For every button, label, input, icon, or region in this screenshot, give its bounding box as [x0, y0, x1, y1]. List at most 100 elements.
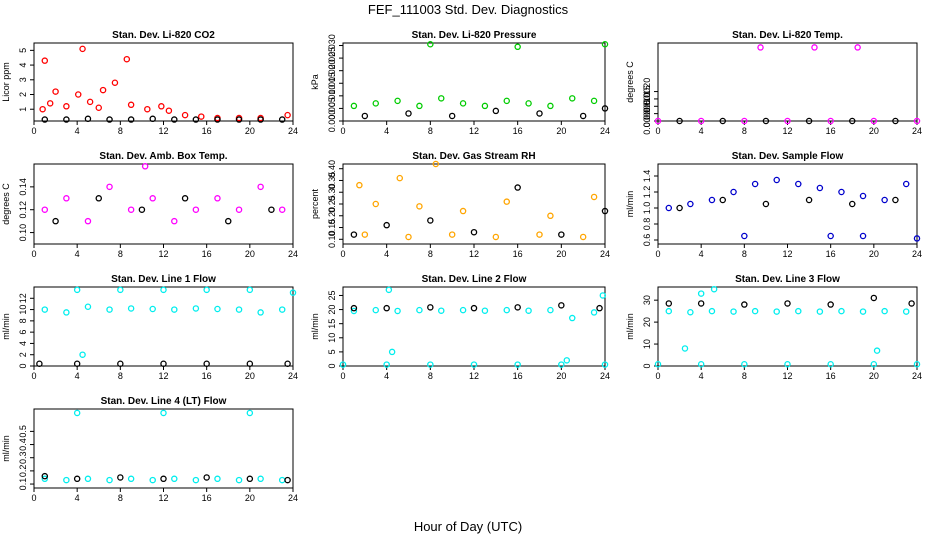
data-point	[361, 231, 369, 238]
data-point	[246, 360, 254, 367]
y-tick-label: 12	[18, 293, 28, 303]
x-tick-label: 12	[158, 371, 168, 381]
data-point	[784, 360, 791, 368]
y-tick-label: 1.4	[642, 170, 652, 183]
x-tick-label: 20	[245, 126, 255, 136]
data-point	[437, 307, 445, 314]
y-axis-label: degrees C	[625, 61, 635, 103]
data-point	[569, 314, 576, 322]
y-tick-label: 4	[18, 341, 28, 346]
series-0	[350, 41, 609, 110]
series-0	[41, 409, 286, 484]
data-point	[73, 475, 81, 483]
data-point	[165, 107, 173, 114]
y-tick-label: 0.000	[327, 110, 337, 133]
x-tick-label: 4	[75, 249, 80, 259]
data-point	[63, 103, 70, 110]
data-point	[257, 309, 264, 316]
data-point	[350, 307, 358, 315]
data-point	[902, 180, 910, 188]
data-point	[246, 475, 254, 483]
data-point	[278, 206, 286, 213]
x-tick-label: 8	[742, 371, 747, 381]
x-tick-label: 4	[384, 249, 389, 259]
data-point	[246, 286, 254, 294]
data-point	[741, 117, 748, 125]
series-0	[41, 286, 297, 358]
y-axis-label: ml/min	[625, 191, 635, 218]
data-point	[870, 117, 878, 125]
data-point	[741, 360, 748, 368]
data-point	[892, 196, 899, 204]
data-point	[470, 228, 478, 236]
y-tick-label: 3	[18, 77, 28, 82]
data-point	[388, 348, 396, 356]
data-point	[563, 357, 571, 364]
data-point	[181, 195, 189, 202]
figure-title: FEF_111003 Std. Dev. Diagnostics	[368, 2, 569, 17]
data-point	[41, 475, 49, 483]
data-point	[784, 117, 791, 125]
data-point	[73, 286, 81, 294]
data-point	[827, 117, 834, 125]
data-point	[492, 233, 500, 241]
panel-7: Stan. Dev. Line 2 Flow ml/min 0 4 8 12 16 20 24 0…	[310, 274, 610, 381]
data-point	[579, 112, 587, 120]
data-point	[160, 360, 167, 367]
data-point	[751, 180, 759, 188]
x-tick-label: 8	[428, 371, 433, 381]
data-point	[372, 306, 379, 314]
y-tick-label: 0.015	[327, 72, 337, 95]
x-tick-label: 4	[75, 371, 80, 381]
x-tick-label: 16	[513, 249, 523, 259]
y-tick-label: 10	[18, 305, 28, 315]
data-point	[827, 301, 834, 308]
data-point	[144, 105, 151, 113]
y-tick-label: 0.25	[327, 195, 337, 213]
data-point	[41, 116, 49, 123]
panel-title: Stan. Dev. Line 2 Flow	[422, 274, 527, 285]
plot-frame	[342, 286, 606, 367]
data-point	[149, 476, 156, 484]
data-point	[416, 306, 423, 314]
data-point	[892, 117, 899, 125]
data-point	[361, 112, 369, 120]
data-point	[171, 217, 178, 225]
y-tick-label: 0.3	[18, 451, 28, 464]
plot-frame	[657, 163, 918, 245]
data-point	[558, 231, 565, 238]
data-point	[41, 57, 49, 64]
data-point	[547, 306, 554, 314]
y-tick-label: 30	[642, 295, 652, 305]
data-point	[525, 100, 532, 107]
data-point	[427, 304, 434, 311]
plot-frame	[657, 286, 918, 367]
data-point	[171, 306, 178, 313]
y-tick-label: 0.0020	[642, 78, 652, 106]
data-point	[160, 475, 167, 483]
data-point	[117, 474, 124, 481]
data-point	[95, 104, 103, 112]
y-tick-label: 0.10	[18, 224, 28, 242]
data-point	[372, 100, 379, 107]
data-point	[547, 102, 554, 110]
x-tick-label: 8	[428, 126, 433, 136]
data-point	[396, 174, 404, 182]
x-tick-label: 0	[655, 249, 660, 259]
data-point	[383, 304, 390, 312]
y-tick-label: 0.8	[642, 218, 652, 231]
y-tick-label: 0.14	[18, 178, 28, 196]
data-point	[284, 476, 291, 484]
data-point	[687, 308, 694, 316]
data-point	[503, 97, 510, 105]
x-tick-label: 20	[556, 371, 566, 381]
data-point	[79, 351, 86, 358]
series-0	[665, 176, 921, 242]
x-tick-label: 24	[912, 249, 922, 259]
data-point	[719, 117, 727, 125]
data-point	[536, 231, 543, 238]
data-point	[427, 217, 434, 224]
data-point	[503, 198, 510, 205]
data-point	[86, 98, 94, 106]
plot-frame	[33, 163, 294, 245]
